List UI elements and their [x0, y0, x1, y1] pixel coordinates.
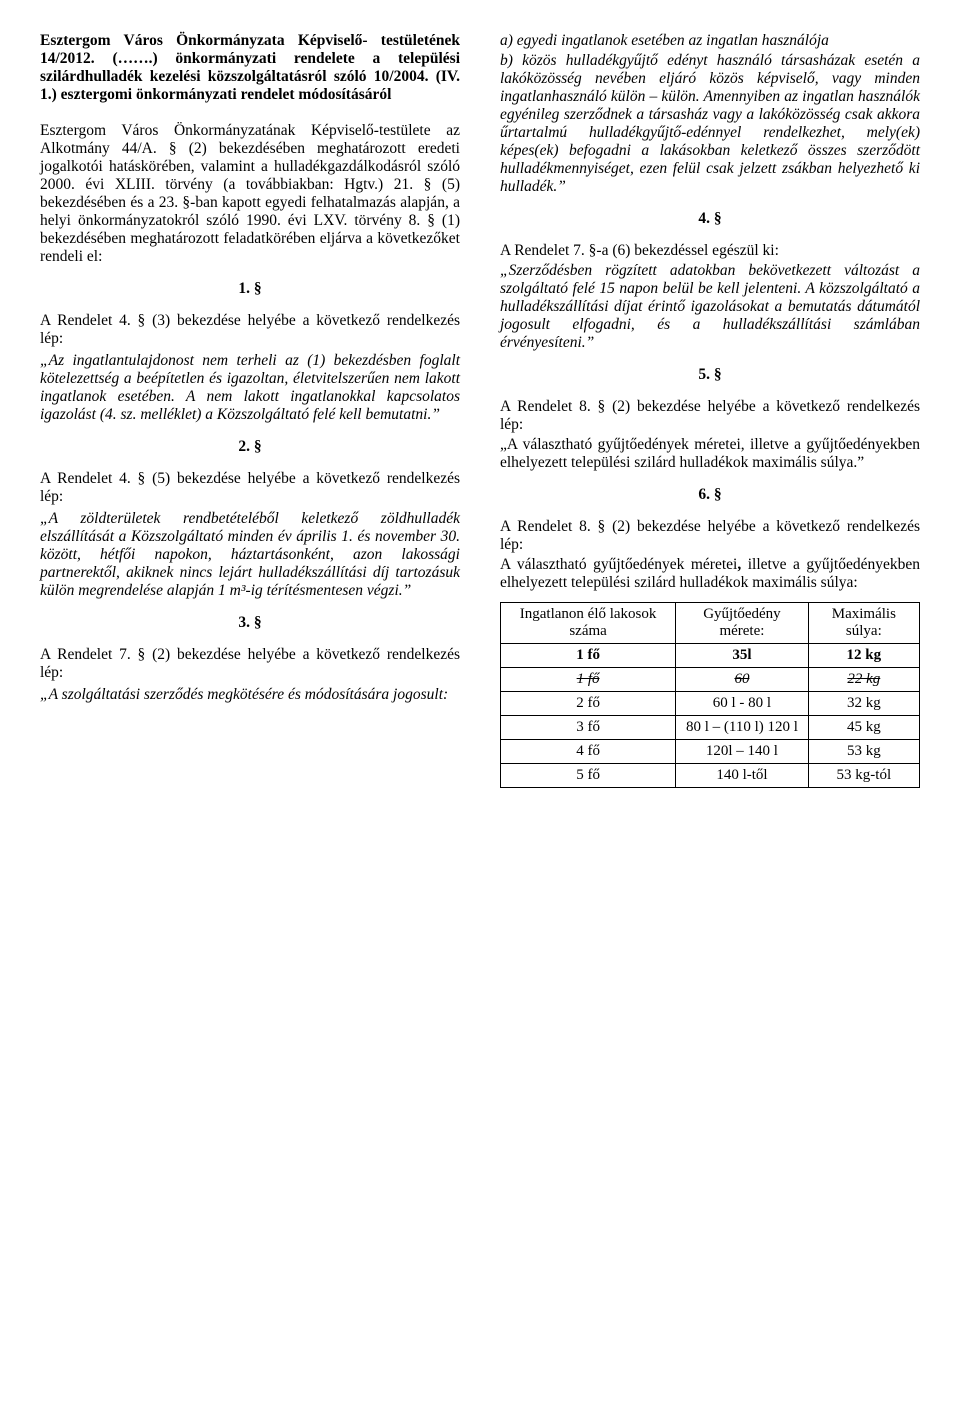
table-row: 1 fő6022 kg [501, 668, 920, 692]
table-cell: 45 kg [808, 716, 919, 740]
table-cell: 12 kg [808, 644, 919, 668]
regulation-title: Esztergom Város Önkormányzata Képviselő-… [40, 32, 460, 104]
table-cell: 60 l - 80 l [676, 692, 809, 716]
section-6-lead: A Rendelet 8. § (2) bekezdése helyébe a … [500, 518, 920, 554]
table-cell: 53 kg-tól [808, 764, 919, 788]
section-2-body: „A zöldterületek rendbetételéből keletke… [40, 510, 460, 600]
section-3-item-a: a) egyedi ingatlanok esetében az ingatla… [500, 32, 920, 50]
table-cell: 2 fő [501, 692, 676, 716]
section-4-number: 4. § [500, 210, 920, 228]
section-6-number: 6. § [500, 486, 920, 504]
section-3-item-b: b) közös hulladékgyűjtő edényt használó … [500, 52, 920, 196]
section-3-body: „A szolgáltatási szerződés megkötésére é… [40, 686, 460, 704]
section-1-number: 1. § [40, 280, 460, 298]
table-row: 4 fő120l – 140 l53 kg [501, 740, 920, 764]
table-cell: 35l [676, 644, 809, 668]
table-cell: 1 fő [501, 644, 676, 668]
left-column: Esztergom Város Önkormányzata Képviselő-… [40, 32, 460, 788]
preamble: Esztergom Város Önkormányzatának Képvise… [40, 122, 460, 266]
table-row: 5 fő140 l-től53 kg-tól [501, 764, 920, 788]
table-header: Gyűjtőedény mérete: [676, 603, 809, 644]
table-cell: 60 [676, 668, 809, 692]
section-1-lead: A Rendelet 4. § (3) bekezdése helyébe a … [40, 312, 460, 348]
section-5-lead: A Rendelet 8. § (2) bekezdése helyébe a … [500, 398, 920, 434]
right-column: a) egyedi ingatlanok esetében az ingatla… [500, 32, 920, 788]
section-5-body: „A választható gyűjtőedények méretei, il… [500, 436, 920, 472]
section-6-body: A választható gyűjtőedények méretei, ill… [500, 556, 920, 592]
section-3-lead: A Rendelet 7. § (2) bekezdése helyébe a … [40, 646, 460, 682]
table-cell: 32 kg [808, 692, 919, 716]
table-cell: 5 fő [501, 764, 676, 788]
section-4-body: „Szerződésben rögzített adatokban beköve… [500, 262, 920, 352]
table-row: 2 fő60 l - 80 l32 kg [501, 692, 920, 716]
table-header: Ingatlanon élő lakosok száma [501, 603, 676, 644]
table-cell: 4 fő [501, 740, 676, 764]
table-cell: 53 kg [808, 740, 919, 764]
table-row: 3 fő80 l – (110 l) 120 l45 kg [501, 716, 920, 740]
section-4-lead: A Rendelet 7. §-a (6) bekezdéssel egészü… [500, 242, 920, 260]
table-row: 1 fő35l12 kg [501, 644, 920, 668]
table-header: Maximális súlya: [808, 603, 919, 644]
container-size-table: Ingatlanon élő lakosok számaGyűjtőedény … [500, 602, 920, 788]
table-cell: 3 fő [501, 716, 676, 740]
section-5-number: 5. § [500, 366, 920, 384]
table-cell: 80 l – (110 l) 120 l [676, 716, 809, 740]
section-1-body: „Az ingatlantulajdonost nem terheli az (… [40, 352, 460, 424]
two-column-layout: Esztergom Város Önkormányzata Képviselő-… [40, 32, 920, 788]
table-cell: 140 l-től [676, 764, 809, 788]
section-2-lead: A Rendelet 4. § (5) bekezdése helyébe a … [40, 470, 460, 506]
section-2-number: 2. § [40, 438, 460, 456]
table-cell: 22 kg [808, 668, 919, 692]
table-cell: 120l – 140 l [676, 740, 809, 764]
section-3-number: 3. § [40, 614, 460, 632]
table-cell: 1 fő [501, 668, 676, 692]
